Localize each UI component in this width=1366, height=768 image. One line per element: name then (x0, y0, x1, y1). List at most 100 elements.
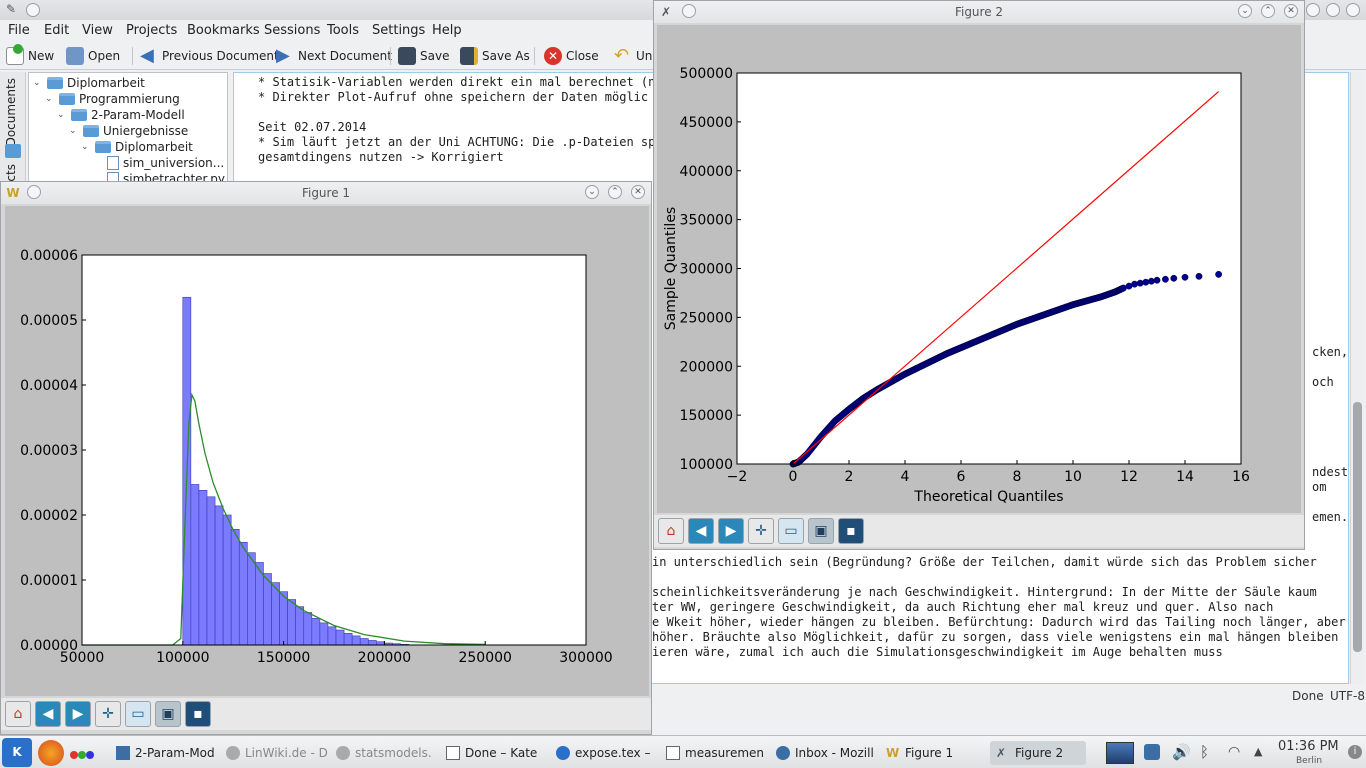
save-figure-icon[interactable]: ▪ (185, 701, 211, 727)
menu-view[interactable]: View (82, 23, 113, 38)
tree-item[interactable]: simbetrachter.py (107, 171, 225, 181)
task-label: statsmodels. (355, 746, 432, 760)
x-tick-label: 14 (1176, 469, 1194, 485)
tree-item[interactable]: ⌄ 2-Param-Modell (57, 107, 185, 123)
status-encoding[interactable]: UTF-8 (1330, 689, 1365, 703)
sample-quantile-point (1131, 280, 1138, 288)
menu-sessions[interactable]: Sessions (264, 23, 321, 38)
window-menu-icon[interactable] (27, 185, 41, 199)
close-window-icon[interactable]: ✕ (631, 185, 645, 199)
forward-icon[interactable]: ▶ (65, 701, 91, 727)
minimize-icon[interactable] (1306, 3, 1320, 17)
figure2-canvas[interactable]: −2 0 2 4 6 8 10 12 14 16 100000 150000 200000 250000 3… (657, 25, 1301, 513)
zoom-icon[interactable]: ▭ (125, 701, 151, 727)
previous-document-button[interactable]: ◀ Previous Document (140, 45, 279, 67)
desktop-pager-icon[interactable] (1106, 742, 1134, 764)
firefox-icon[interactable] (38, 740, 64, 766)
home-icon[interactable]: ⌂ (5, 701, 31, 727)
tree-item[interactable]: ⌄ Diplomarbeit (33, 75, 145, 91)
close-window-icon[interactable]: ✕ (1284, 4, 1298, 18)
x-tick-label: 0 (789, 469, 798, 485)
save-label: Save (420, 49, 450, 63)
tree-item[interactable]: sim_universion... (107, 155, 224, 171)
y-tick-label: 0.00003 (20, 443, 78, 459)
chevron-down-icon: ⌄ (81, 142, 89, 152)
tree-item[interactable]: ⌄ Programmierung (45, 91, 180, 107)
app-menu-icon[interactable]: ✎ (5, 2, 17, 16)
histogram-bar (351, 635, 361, 646)
menu-file[interactable]: File (8, 23, 30, 38)
task-expose-tex[interactable]: expose.tex – (556, 741, 656, 765)
task-measurement[interactable]: measuremen (666, 741, 766, 765)
subplots-icon[interactable]: ▣ (155, 701, 181, 727)
forward-icon[interactable]: ▶ (718, 518, 744, 544)
y-tick-label: 0.00006 (20, 248, 78, 264)
clipboard-icon[interactable] (1144, 744, 1160, 760)
volume-icon[interactable]: 🔊 (1172, 743, 1191, 761)
menu-help[interactable]: Help (432, 23, 462, 38)
subplots-icon[interactable]: ▣ (808, 518, 834, 544)
chevron-down-icon: ⌄ (33, 78, 41, 88)
task-linwiki[interactable]: LinWiki.de - D (226, 741, 330, 765)
save-as-button[interactable]: Save As (460, 45, 530, 67)
scrollbar-thumb[interactable] (1353, 402, 1362, 652)
tree-item[interactable]: ⌄ Uniergebnisse (69, 123, 188, 139)
task-thunderbird[interactable]: Inbox - Mozill (776, 741, 880, 765)
wifi-icon[interactable]: ◠ (1228, 744, 1241, 760)
editor-line: * Statisik-Variablen werden direkt ein m… (258, 75, 656, 89)
close-window-icon[interactable] (1346, 3, 1360, 17)
figure1-title: Figure 1 (301, 186, 351, 200)
kde-launcher-icon[interactable]: K (2, 738, 32, 767)
figure1-canvas[interactable]: 50000 100000 150000 200000 250000 300000 0.000… (5, 206, 649, 696)
activity-dots-icon[interactable] (70, 748, 100, 759)
histogram-bar (263, 573, 272, 646)
save-button[interactable]: Save (398, 45, 449, 67)
close-button[interactable]: ✕ Close (544, 45, 599, 67)
bluetooth-icon[interactable]: ᛒ (1200, 743, 1210, 761)
minimize-icon[interactable]: ⌄ (585, 185, 599, 199)
back-icon[interactable]: ◀ (688, 518, 714, 544)
menu-settings[interactable]: Settings (372, 23, 426, 38)
task-statsmodels[interactable]: statsmodels. (336, 741, 436, 765)
projects-folder-icon[interactable] (5, 144, 21, 158)
tree-item[interactable]: ⌄ Diplomarbeit (81, 139, 193, 155)
menu-tools[interactable]: Tools (327, 23, 360, 38)
maximize-icon[interactable]: ⌃ (608, 185, 622, 199)
task-kate[interactable]: Done – Kate (446, 741, 546, 765)
maximize-icon[interactable] (1326, 3, 1340, 17)
window-menu-icon[interactable] (682, 4, 696, 18)
window-menu-icon[interactable] (26, 3, 40, 17)
reference-line (792, 91, 1219, 465)
menu-bookmarks[interactable]: Bookmarks (187, 23, 260, 38)
open-button[interactable]: Open (66, 45, 120, 67)
editor-line-fragment: cken, (1312, 345, 1349, 359)
sample-quantile-point (1142, 278, 1150, 286)
pan-icon[interactable]: ✛ (748, 518, 774, 544)
task-figure-2[interactable]: ✗ Figure 2 (990, 741, 1086, 765)
x-tick-label: 100000 (156, 650, 209, 666)
task-figure-1[interactable]: W Figure 1 (886, 741, 984, 765)
pan-icon[interactable]: ✛ (95, 701, 121, 727)
minimize-icon[interactable]: ⌄ (1238, 4, 1252, 18)
figure1-titlebar[interactable]: W Figure 1 ⌄ ⌃ ✕ (1, 182, 651, 204)
editor-scrollbar[interactable] (1350, 72, 1364, 684)
menu-edit[interactable]: Edit (44, 23, 70, 38)
next-document-button[interactable]: ▶ Next Document (276, 45, 392, 67)
y-tick-label: 350000 (680, 213, 733, 229)
tray-expand-icon[interactable]: ▲ (1254, 745, 1263, 758)
new-button[interactable]: New (6, 44, 54, 67)
notifications-icon[interactable]: i (1348, 745, 1362, 759)
menu-projects[interactable]: Projects (126, 23, 178, 38)
tab-documents[interactable]: Documents (4, 78, 18, 147)
thunderbird-icon (776, 746, 790, 760)
figure2-titlebar[interactable]: ✗ Figure 2 ⌄ ⌃ ✕ (654, 1, 1304, 23)
maximize-icon[interactable]: ⌃ (1261, 4, 1275, 18)
zoom-icon[interactable]: ▭ (778, 518, 804, 544)
tab-projects[interactable]: cts (4, 164, 18, 182)
clock-time[interactable]: 01:36 PM (1278, 739, 1339, 754)
task-2-param-modell[interactable]: 2-Param-Mod (116, 741, 220, 765)
back-icon[interactable]: ◀ (35, 701, 61, 727)
save-figure-icon[interactable]: ▪ (838, 518, 864, 544)
undo-button[interactable]: ↶ Un (614, 45, 652, 67)
home-icon[interactable]: ⌂ (658, 518, 684, 544)
